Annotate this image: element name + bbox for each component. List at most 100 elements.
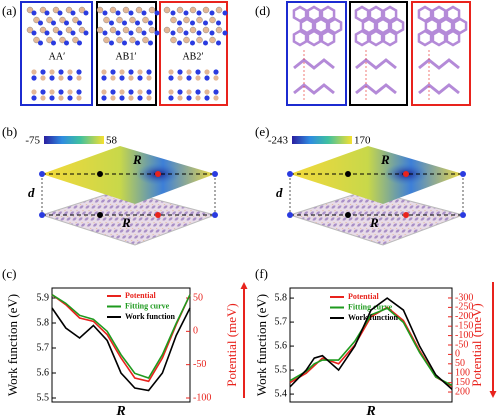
atom — [177, 95, 183, 101]
atom — [189, 6, 197, 14]
atom — [203, 20, 208, 26]
atom — [135, 20, 140, 26]
frame — [20, 1, 93, 106]
y2-tick-label: 0 — [455, 349, 460, 360]
surface-label: R — [121, 215, 131, 230]
atom — [101, 69, 107, 75]
atom — [109, 20, 114, 26]
atom — [78, 26, 86, 34]
surface-label: R — [380, 152, 390, 167]
atom — [128, 75, 134, 81]
atom — [58, 69, 64, 75]
site — [39, 171, 45, 177]
ring — [306, 29, 322, 47]
site — [403, 171, 409, 177]
y2-tick-label: 200 — [455, 386, 470, 397]
atom — [183, 30, 189, 36]
atom — [129, 16, 136, 24]
site — [287, 171, 293, 177]
ring — [368, 29, 384, 47]
atom — [119, 75, 125, 81]
site — [212, 212, 218, 218]
atom — [163, 26, 171, 34]
atom — [44, 30, 50, 36]
atom — [204, 75, 210, 81]
chain — [418, 58, 460, 70]
frame — [349, 1, 408, 106]
atom — [51, 40, 56, 46]
panel-label: (e) — [255, 124, 269, 139]
atom — [222, 10, 228, 16]
atom — [31, 95, 37, 101]
atom — [67, 69, 73, 75]
ring — [417, 29, 433, 47]
site — [155, 212, 161, 218]
atom — [122, 6, 130, 14]
atom — [101, 89, 107, 95]
series-line — [51, 294, 191, 383]
atom — [177, 89, 183, 95]
colorbar-max: 170 — [354, 135, 371, 147]
y-tick-label: 5.6 — [275, 340, 288, 351]
atom — [177, 40, 182, 46]
atom — [46, 16, 53, 24]
atom — [40, 89, 46, 95]
ring — [292, 5, 308, 23]
frame — [286, 1, 347, 106]
atom — [215, 6, 223, 14]
ring — [445, 29, 461, 47]
y2-tick-label: 150 — [455, 377, 470, 388]
atom — [177, 20, 182, 26]
atom — [186, 69, 192, 75]
atom — [222, 30, 228, 36]
atom — [202, 26, 210, 34]
site — [460, 212, 466, 218]
colorbar-max: 58 — [106, 135, 118, 147]
atom — [103, 16, 110, 24]
site — [345, 212, 351, 218]
y2-tick-label: -300 — [455, 292, 473, 303]
surface-panel: -75 58 R Rd -243 170 R Rd — [25, 135, 466, 246]
atom — [51, 20, 56, 26]
ring — [445, 5, 461, 23]
ring — [431, 5, 447, 23]
atom — [72, 16, 79, 24]
legend-label: Potential — [348, 292, 379, 301]
y2-tick-label: -150 — [455, 320, 473, 331]
chain — [355, 83, 397, 95]
y-axis-label: Work function (eV) — [254, 294, 269, 396]
y2-tick-label: 100 — [455, 368, 470, 379]
atom — [146, 95, 152, 101]
y2-axis-label: Potential (meV) — [469, 303, 484, 386]
atom — [216, 20, 221, 26]
ring — [431, 29, 447, 47]
y-tick-label: 5.6 — [37, 367, 50, 378]
atom — [102, 30, 108, 36]
gap-label: d — [276, 185, 283, 200]
atom — [110, 69, 116, 75]
site — [97, 212, 103, 218]
atom — [64, 20, 69, 26]
atom — [186, 95, 192, 101]
series-line — [51, 293, 191, 379]
atom — [65, 26, 73, 34]
atom — [216, 40, 221, 46]
atom — [122, 40, 127, 46]
ring — [354, 29, 370, 47]
atom — [177, 69, 183, 75]
y2-tick-label: -250 — [455, 302, 473, 313]
atom — [96, 6, 104, 14]
y-tick-label: 5.7 — [275, 316, 288, 327]
y-tick-label: 5.5 — [37, 392, 50, 403]
chain — [355, 58, 397, 70]
stacking-label: AB2′ — [182, 51, 203, 62]
arrow-head — [489, 391, 497, 398]
y2-tick-label: -100 — [455, 330, 473, 341]
atom — [67, 95, 73, 101]
plot-frame — [51, 287, 191, 403]
atom — [195, 75, 201, 81]
chain — [293, 58, 335, 70]
atom — [122, 20, 127, 26]
site — [345, 171, 351, 177]
